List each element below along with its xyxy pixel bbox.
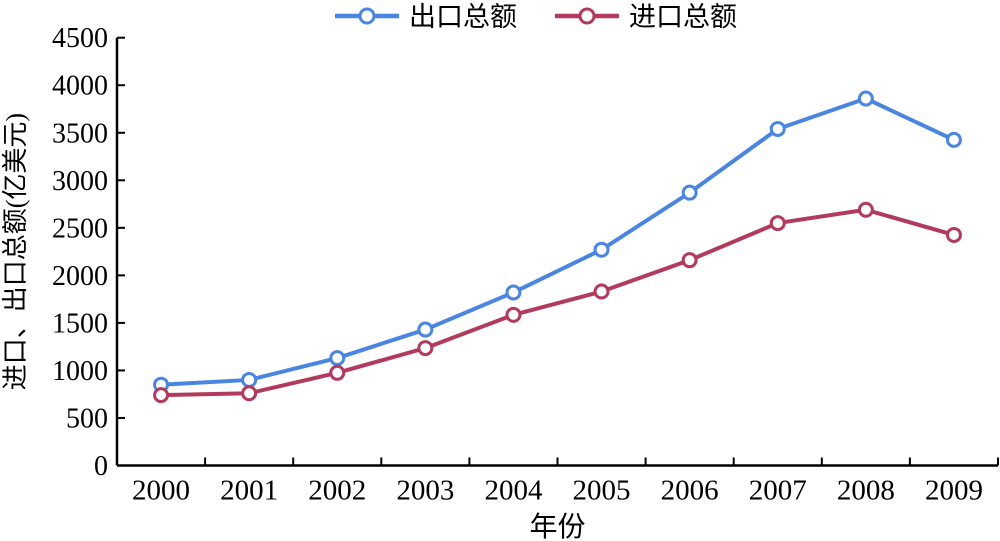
x-tick-label: 2006	[661, 475, 719, 507]
y-tick-label: 500	[66, 403, 108, 434]
data-point-marker	[417, 321, 434, 338]
data-point-marker	[329, 364, 346, 381]
x-axis-title: 年份	[529, 511, 585, 541]
data-point-marker	[769, 215, 786, 232]
legend-sample-marker	[578, 7, 596, 25]
data-point-marker	[593, 241, 610, 258]
y-tick-label: 3500	[52, 118, 108, 149]
legend-label: 进口总额	[629, 2, 737, 32]
legend-label: 出口总额	[409, 2, 517, 32]
y-tick-label: 2500	[52, 213, 108, 244]
data-point-marker	[417, 340, 434, 357]
series-line-0	[160, 96, 955, 387]
legend-sample-marker	[358, 7, 376, 25]
y-axis-title: 进口、出口总额(亿美元)	[1, 113, 30, 390]
data-point-marker	[857, 90, 874, 107]
x-tick-label: 2008	[837, 475, 895, 507]
data-point-marker	[241, 371, 258, 388]
data-point-marker	[153, 387, 170, 404]
y-tick-label: 3000	[52, 166, 108, 197]
x-tick-label: 2003	[396, 475, 454, 507]
y-tick-label: 4500	[52, 23, 108, 54]
data-point-marker	[681, 184, 698, 201]
data-point-marker	[329, 350, 346, 367]
y-tick-label: 2000	[52, 261, 108, 292]
x-tick-label: 2000	[132, 475, 190, 507]
y-tick-label: 0	[94, 451, 108, 482]
x-tick-label: 2005	[573, 475, 631, 507]
data-point-marker	[505, 306, 522, 323]
data-point-marker	[593, 283, 610, 300]
x-tick-label: 2002	[308, 475, 366, 507]
y-tick-label: 4000	[52, 71, 108, 102]
data-point-marker	[505, 284, 522, 301]
data-point-marker	[857, 201, 874, 218]
x-tick-label: 2001	[220, 475, 278, 507]
data-point-marker	[769, 120, 786, 137]
data-point-marker	[681, 252, 698, 269]
series-line-1	[161, 207, 955, 398]
x-tick-label: 2009	[925, 475, 983, 507]
data-point-marker	[241, 385, 258, 402]
x-tick-label: 2007	[749, 475, 807, 507]
y-tick-label: 1500	[52, 308, 108, 339]
y-tick-label: 1000	[52, 356, 108, 387]
data-point-marker	[945, 226, 962, 243]
x-tick-label: 2004	[484, 475, 543, 507]
data-point-marker	[945, 131, 962, 148]
